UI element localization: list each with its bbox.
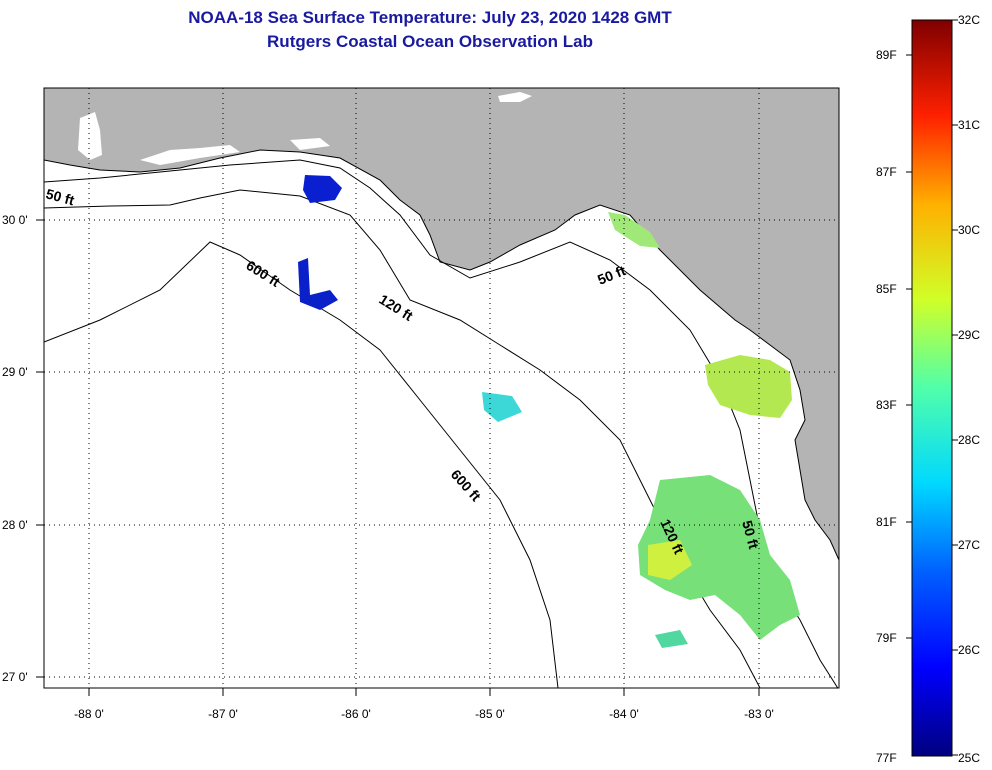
lat-tick-label: 27 0' — [2, 670, 28, 684]
contour-label: 50 ft — [44, 185, 76, 208]
colorbar-label-c: 32C — [958, 13, 980, 27]
lat-tick-label: 30 0' — [2, 213, 28, 227]
lon-tick-label: -88 0' — [74, 707, 104, 721]
colorbar-label-f: 87F — [876, 165, 897, 179]
colorbar-label-f: 89F — [876, 48, 897, 62]
axis-ticks — [36, 219, 760, 696]
colorbar-label-c: 27C — [958, 538, 980, 552]
colorbar — [911, 19, 953, 757]
island-lake — [498, 92, 532, 102]
sst-patch-nw — [303, 175, 342, 203]
contour-label: 50 ft — [739, 519, 762, 551]
sst-patch-mid — [482, 392, 522, 422]
sst-patch-south — [655, 630, 688, 648]
lat-tick-label: 28 0' — [2, 518, 28, 532]
lon-tick-label: -83 0' — [744, 707, 774, 721]
colorbar-label-f: 81F — [876, 515, 897, 529]
sst-patch-north — [608, 212, 660, 248]
map-frame — [43, 87, 840, 689]
colorbar-label-c: 28C — [958, 433, 980, 447]
lat-tick-label: 29 0' — [2, 365, 28, 379]
colorbar-label-c: 29C — [958, 328, 980, 342]
colorbar-label-c: 26C — [958, 643, 980, 657]
lon-tick-label: -87 0' — [208, 707, 238, 721]
sst-patch-w — [298, 258, 338, 310]
sst-patch-se-yellow — [648, 540, 692, 580]
contour-600ft — [44, 241, 559, 688]
colorbar-label-f: 85F — [876, 282, 897, 296]
colorbar-label-f: 77F — [876, 751, 897, 765]
bay-pensacola — [140, 145, 240, 165]
map-title: NOAA-18 Sea Surface Temperature: July 23… — [188, 8, 672, 27]
bay-choctaw — [290, 138, 330, 150]
lon-tick-label: -86 0' — [341, 707, 371, 721]
sst-patch-ne — [705, 355, 792, 418]
colorbar-label-c: 30C — [958, 223, 980, 237]
lon-tick-label: -84 0' — [609, 707, 639, 721]
land-mass — [44, 88, 839, 561]
colorbar-label-f: 83F — [876, 398, 897, 412]
map-subtitle: Rutgers Coastal Ocean Observation Lab — [267, 32, 593, 51]
colorbar-ticks — [906, 19, 958, 756]
colorbar-label-c: 31C — [958, 118, 980, 132]
bay-mobile — [78, 112, 102, 160]
colorbar-label-f: 79F — [876, 631, 897, 645]
lon-tick-label: -85 0' — [475, 707, 505, 721]
map-grid — [44, 88, 839, 688]
colorbar-label-c: 25C — [958, 751, 980, 765]
